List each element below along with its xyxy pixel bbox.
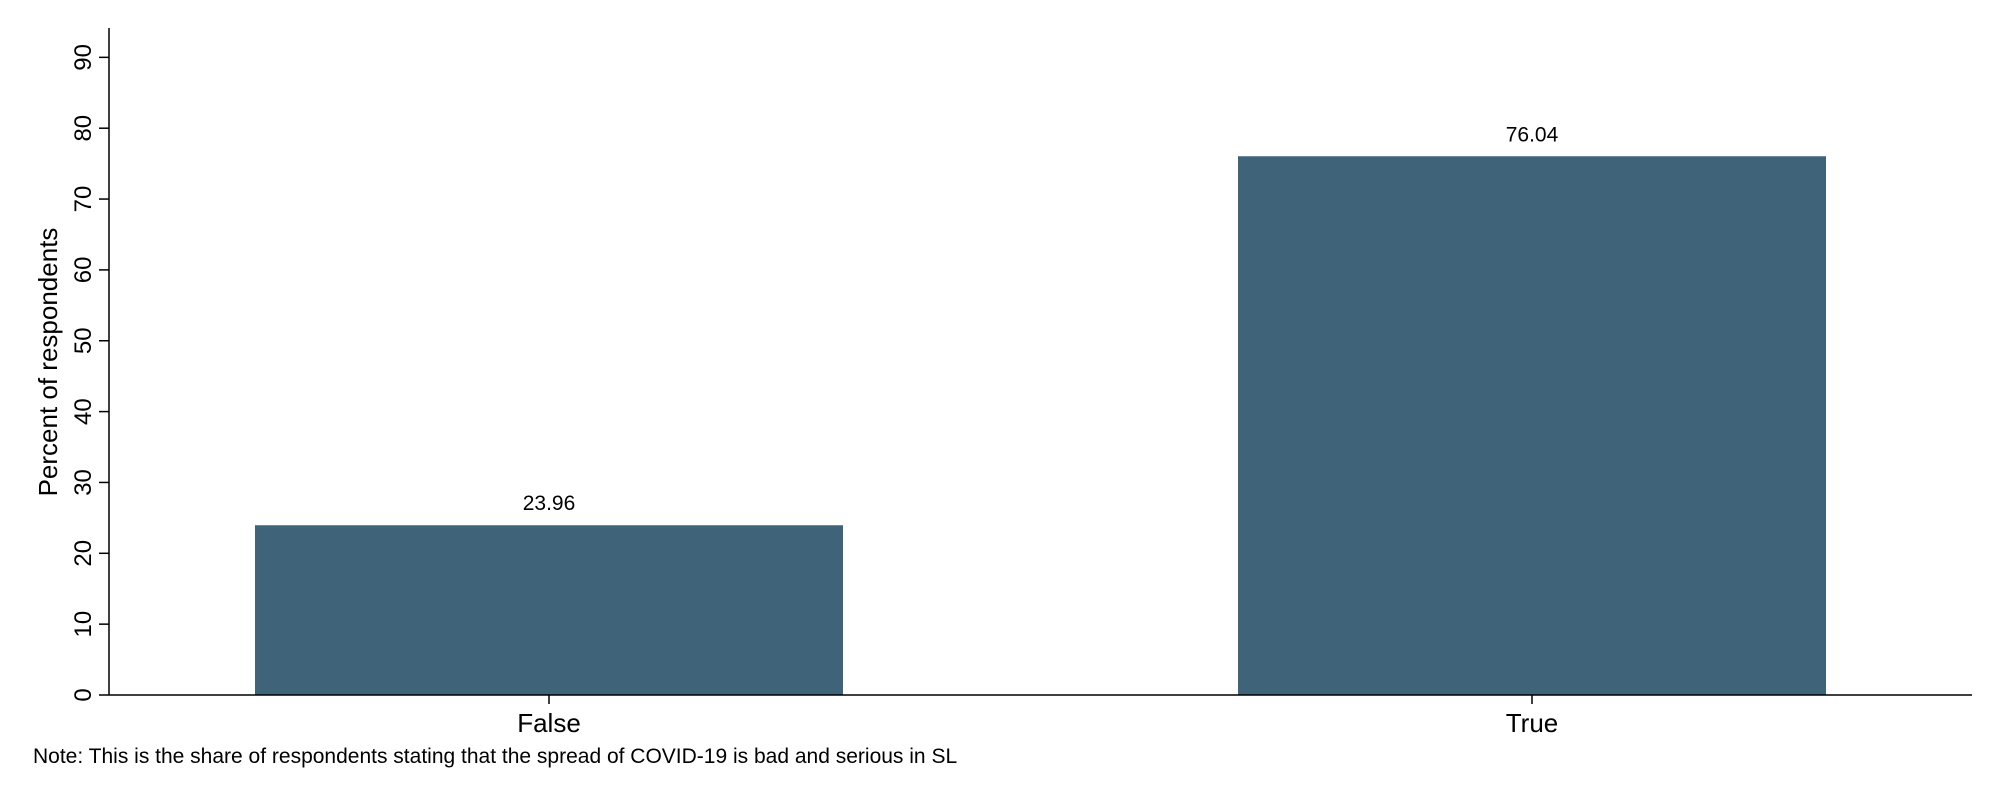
y-axis-title: Percent of respondents: [33, 228, 63, 497]
bar-true: [1238, 156, 1826, 696]
y-tick-label-50: 50: [70, 327, 97, 354]
y-tick-label-40: 40: [70, 398, 97, 425]
data-label-false: 23.96: [523, 492, 576, 515]
y-tick-label-70: 70: [70, 186, 97, 213]
y-tick-label-60: 60: [70, 257, 97, 284]
data-label-true: 76.04: [1506, 123, 1559, 146]
y-tick-label-10: 10: [70, 611, 97, 638]
y-tick-label-90: 90: [70, 44, 97, 71]
y-tick-label-20: 20: [70, 540, 97, 567]
plot-area: 23.96 76.04 0 10 20 30 40 50 60 70 80 90 False True: [70, 28, 1972, 738]
x-tick-label-true: True: [1506, 708, 1559, 738]
bar-false: [255, 525, 843, 695]
x-tick-label-false: False: [517, 708, 581, 738]
y-tick-label-80: 80: [70, 115, 97, 142]
y-tick-label-30: 30: [70, 469, 97, 496]
y-tick-label-0: 0: [70, 688, 97, 701]
chart-note: Note: This is the share of respondents s…: [33, 745, 957, 768]
